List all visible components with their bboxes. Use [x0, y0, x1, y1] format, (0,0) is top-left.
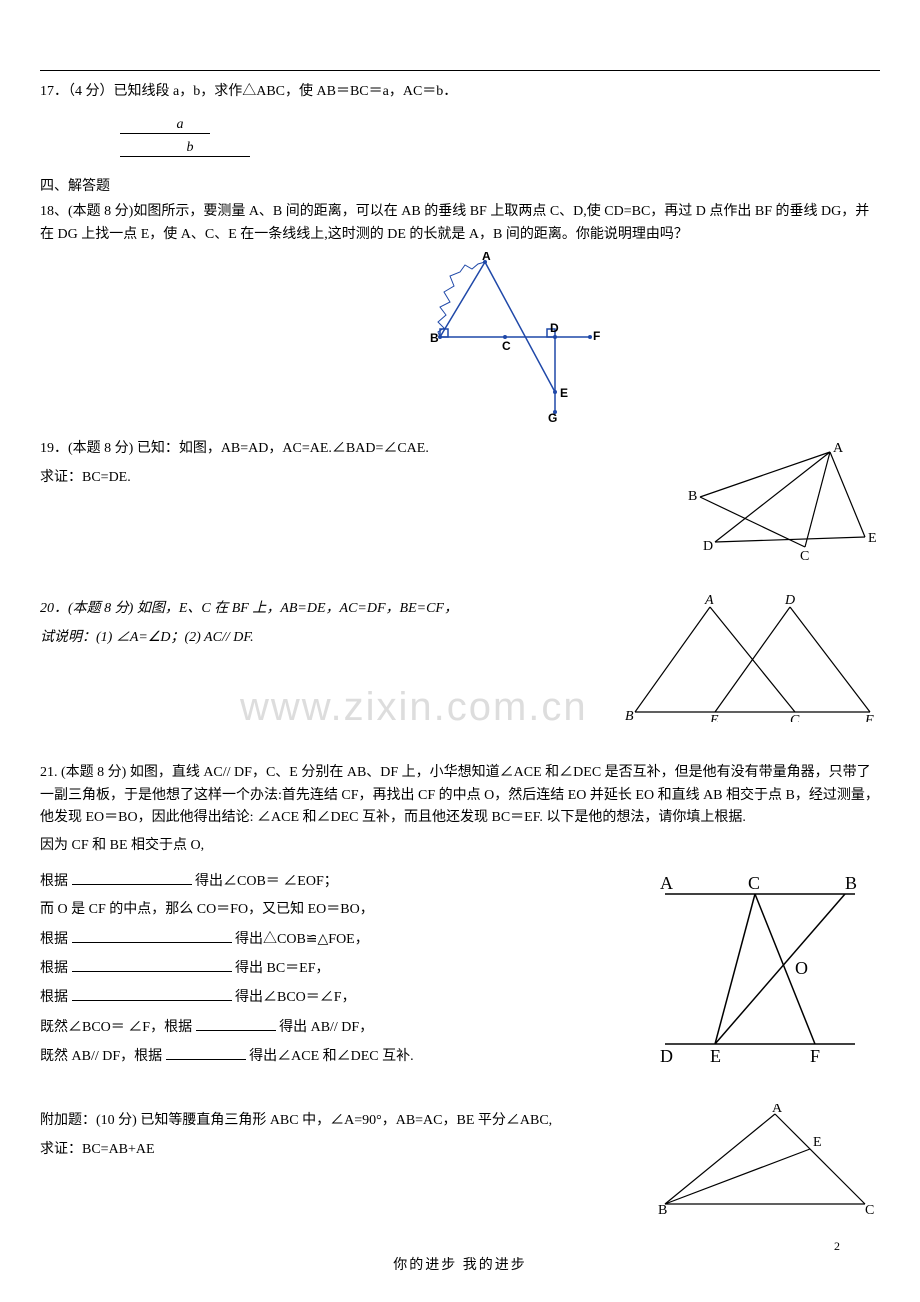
q21-l3a: 根据	[40, 932, 68, 947]
lbl-B: B	[625, 709, 634, 722]
q17: 17．（4 分）已知线段 a，b，求作△ABC，使 AB＝BC＝a，AC＝b．	[40, 81, 880, 103]
section-4-title: 四、解答题	[40, 175, 880, 195]
q19-l1: 19．(本题 8 分) 已知：如图，AB=AD，AC=AE.∠BAD=∠CAE.	[40, 441, 429, 456]
q19-figure: A B D C E	[670, 432, 880, 562]
q21-l7b: 得出∠ACE 和∠DEC 互补.	[249, 1049, 414, 1064]
q21-l1b: 得出∠COB＝ ∠EOF；	[195, 874, 338, 889]
lbl-F: F	[810, 1046, 820, 1064]
lbl-A: A	[660, 873, 673, 893]
segment-b	[120, 156, 250, 157]
lbl-A: A	[772, 1104, 783, 1116]
lbl-D: D	[784, 593, 795, 608]
q20-l2: 试说明：(1) ∠A=∠D；(2) AC// DF.	[40, 630, 254, 645]
lbl-A: A	[482, 252, 491, 263]
q21-l5b: 得出∠BCO＝∠F，	[235, 990, 356, 1005]
q17-text: 17．（4 分）已知线段 a，b，求作△ABC，使 AB＝BC＝a，AC＝b．	[40, 84, 457, 99]
seg-a-label: a	[170, 117, 190, 133]
top-rule	[40, 70, 880, 71]
segment-a	[120, 133, 210, 134]
lbl-F: F	[593, 329, 600, 343]
lbl-E: E	[868, 531, 877, 546]
q21-l4a: 根据	[40, 961, 68, 976]
q21-l4b: 得出 BC＝EF，	[235, 961, 330, 976]
lbl-C: C	[502, 339, 511, 353]
lbl-C: C	[748, 873, 760, 893]
q21-l6b: 得出 AB// DF，	[279, 1020, 373, 1035]
blank-4	[72, 986, 232, 1001]
lbl-E: E	[709, 713, 719, 722]
lbl-C: C	[800, 549, 809, 562]
q21-l1a: 根据	[40, 874, 68, 889]
lbl-E: E	[813, 1135, 822, 1150]
q18: 18、(本题 8 分)如图所示，要测量 A、B 间的距离，可以在 AB 的垂线 …	[40, 201, 880, 246]
lbl-B: B	[845, 873, 857, 893]
q21-l2: 而 O 是 CF 的中点，那么 CO＝FO，又已知 EO＝BO，	[40, 899, 640, 921]
lbl-A: A	[704, 593, 714, 608]
q17-segments: a b	[120, 117, 880, 157]
q21-l5a: 根据	[40, 990, 68, 1005]
bonus: 附加题：(10 分) 已知等腰直角三角形 ABC 中，∠A=90°，AB=AC，…	[40, 1104, 880, 1214]
lbl-D: D	[550, 321, 559, 335]
q21-l3b: 得出△COB≌△FOE，	[235, 932, 369, 947]
bonus-figure: A E B C	[650, 1104, 880, 1214]
q19-l2: 求证：BC=DE.	[40, 470, 131, 485]
lbl-C: C	[865, 1203, 874, 1214]
q21-l7a: 既然 AB// DF，根据	[40, 1049, 162, 1064]
q21-body: 根据 得出∠COB＝ ∠EOF； 而 O 是 CF 的中点，那么 CO＝FO，又…	[40, 864, 880, 1075]
lbl-D: D	[660, 1046, 673, 1064]
q21-para: 21. (本题 8 分) 如图，直线 AC// DF，C、E 分别在 AB、DF…	[40, 762, 880, 829]
lbl-B: B	[658, 1203, 667, 1214]
q21-figure: A C B O D E F	[640, 864, 880, 1064]
lbl-O: O	[795, 958, 808, 978]
lbl-B: B	[688, 489, 697, 504]
q18-text: 18、(本题 8 分)如图所示，要测量 A、B 间的距离，可以在 AB 的垂线 …	[40, 204, 869, 241]
q21-intro: 因为 CF 和 BE 相交于点 O,	[40, 835, 880, 857]
page-footer: 你的进步 我的进步	[40, 1254, 880, 1274]
blank-3	[72, 957, 232, 972]
lbl-D: D	[703, 539, 713, 554]
q20-l1: 20．(本题 8 分) 如图，E、C 在 BF 上，AB=DE，AC=DF，BE…	[40, 601, 458, 616]
blank-2	[72, 928, 232, 943]
lbl-E: E	[560, 386, 568, 400]
lbl-G: G	[548, 411, 557, 422]
blank-5	[196, 1016, 276, 1031]
q18-figure: A B C D F E G	[420, 252, 620, 422]
q21-l6a: 既然∠BCO＝ ∠F，根据	[40, 1020, 192, 1035]
seg-b-label: b	[180, 140, 200, 156]
q20: 20．(本题 8 分) 如图，E、C 在 BF 上，AB=DE，AC=DF，BE…	[40, 592, 880, 722]
bonus-l2: 求证：BC=AB+AE	[40, 1142, 155, 1157]
page-number: 2	[834, 1239, 840, 1254]
q21-p1: 21. (本题 8 分) 如图，直线 AC// DF，C、E 分别在 AB、DF…	[40, 765, 879, 825]
bonus-l1: 附加题：(10 分) 已知等腰直角三角形 ABC 中，∠A=90°，AB=AC，…	[40, 1113, 552, 1128]
lbl-A: A	[833, 441, 844, 456]
lbl-F: F	[864, 713, 874, 722]
blank-1	[72, 870, 192, 885]
q19: 19．(本题 8 分) 已知：如图，AB=AD，AC=AE.∠BAD=∠CAE.…	[40, 432, 880, 562]
blank-6	[166, 1045, 246, 1060]
lbl-E: E	[710, 1046, 721, 1064]
q20-figure: A D B E C F	[620, 592, 880, 722]
lbl-C: C	[790, 713, 800, 722]
lbl-B: B	[430, 331, 439, 345]
